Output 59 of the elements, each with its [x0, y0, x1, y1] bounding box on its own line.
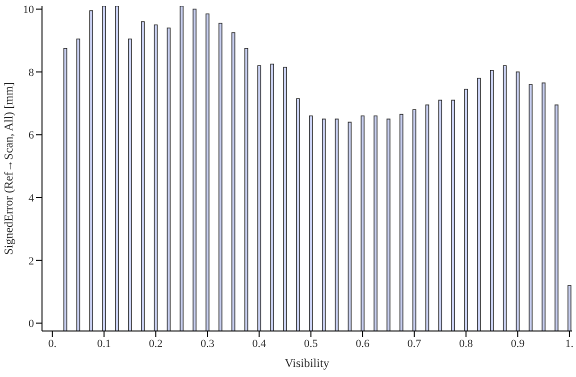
bar: [257, 65, 262, 331]
bar: [140, 21, 145, 331]
bar: [502, 65, 507, 331]
bar: [231, 32, 236, 331]
bar: [451, 100, 456, 331]
bar: [283, 66, 287, 331]
bar: [516, 72, 520, 331]
bar: [89, 10, 94, 331]
bar: [542, 82, 546, 331]
x-tick-label: 0.3: [200, 338, 215, 350]
bar: [464, 88, 468, 331]
bar: [490, 70, 494, 331]
bar: [270, 64, 274, 331]
bar: [374, 116, 378, 331]
x-tick-label: 1.: [565, 338, 574, 350]
x-tick-label: 0.7: [407, 338, 422, 350]
x-tick-label: 0.1: [97, 338, 111, 350]
bar: [76, 38, 80, 331]
bar: [63, 48, 68, 331]
y-tick-label: 6: [28, 130, 34, 142]
y-tick-label: 10: [23, 4, 34, 16]
bar: [334, 118, 339, 331]
bar: [115, 6, 119, 331]
bar: [412, 109, 416, 331]
bar: [438, 100, 442, 331]
bar: [400, 114, 404, 331]
x-tick-label: 0.2: [148, 338, 163, 350]
bar: [528, 84, 533, 331]
bar: [192, 8, 196, 331]
y-tick-label: 0: [28, 318, 34, 330]
bar: [102, 6, 106, 331]
y-tick-label: 4: [28, 192, 34, 204]
bar: [386, 118, 390, 331]
x-axis-title: Visibility: [284, 356, 330, 370]
bar: [180, 6, 184, 331]
x-tick-label: 0.9: [510, 338, 526, 350]
y-tick-label: 2: [28, 255, 34, 268]
x-tick-label: 0.: [48, 338, 57, 350]
x-tick-label: 0.5: [304, 338, 318, 350]
x-tick-label: 0.8: [459, 338, 474, 350]
x-tick-label: 0.6: [356, 338, 370, 350]
bar: [166, 28, 171, 331]
bar: [128, 38, 132, 331]
bar: [206, 13, 210, 331]
bar: [568, 285, 572, 331]
bar: [477, 78, 481, 331]
bar: [244, 48, 248, 331]
bar: [309, 116, 313, 331]
bar: [218, 22, 222, 331]
y-tick-label: 8: [28, 66, 34, 79]
x-tick-label: 0.4: [252, 338, 267, 350]
bar: [425, 104, 430, 331]
y-axis-title: SignedError (Ref→Scan, All) [mm]: [1, 82, 16, 255]
bar: [296, 98, 300, 331]
bar: [348, 122, 352, 331]
bar: [154, 24, 158, 331]
bar: [554, 104, 558, 331]
bar: [322, 118, 326, 331]
bar: [360, 116, 365, 331]
